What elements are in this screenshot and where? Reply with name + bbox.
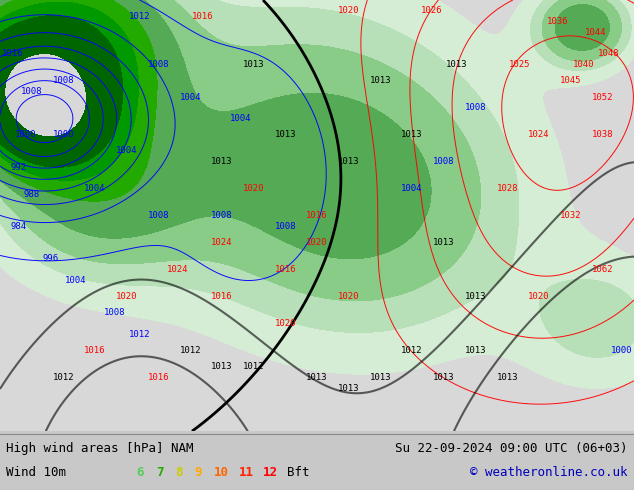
Text: 1016: 1016 [2, 49, 23, 58]
Text: Wind 10m: Wind 10m [6, 466, 67, 479]
Text: 1020: 1020 [275, 319, 296, 328]
Text: 1004: 1004 [179, 93, 201, 101]
Text: 1020: 1020 [306, 238, 328, 247]
Text: 6: 6 [136, 466, 144, 479]
Text: 988: 988 [23, 190, 40, 198]
Text: 1004: 1004 [230, 114, 252, 123]
Text: 1020: 1020 [528, 292, 550, 301]
Text: 1004: 1004 [84, 184, 106, 193]
Text: 1013: 1013 [370, 373, 391, 382]
Text: 1020: 1020 [116, 292, 138, 301]
Text: 1024: 1024 [167, 265, 188, 274]
Text: 1013: 1013 [306, 373, 328, 382]
Text: 1013: 1013 [275, 130, 296, 139]
Text: 1048: 1048 [598, 49, 619, 58]
Text: 1013: 1013 [433, 373, 455, 382]
Text: 1013: 1013 [465, 346, 486, 355]
Text: 1008: 1008 [433, 157, 455, 166]
Text: 11: 11 [239, 466, 254, 479]
Text: 1062: 1062 [592, 265, 613, 274]
Text: 992: 992 [11, 163, 27, 172]
Text: 1052: 1052 [592, 93, 613, 101]
Text: © weatheronline.co.uk: © weatheronline.co.uk [470, 466, 628, 479]
Text: 8: 8 [176, 466, 183, 479]
Text: 1038: 1038 [592, 130, 613, 139]
Text: 1016: 1016 [211, 292, 233, 301]
Text: 1044: 1044 [585, 28, 607, 37]
Text: 1000: 1000 [15, 130, 36, 139]
Text: 1024: 1024 [211, 238, 233, 247]
Text: 1000: 1000 [611, 346, 632, 355]
Text: 1013: 1013 [401, 130, 423, 139]
Text: 1013: 1013 [338, 157, 359, 166]
Text: 1020: 1020 [338, 6, 359, 15]
Text: 1013: 1013 [433, 238, 455, 247]
Text: 1020: 1020 [243, 184, 264, 193]
Text: 1013: 1013 [370, 76, 391, 85]
Text: Su 22-09-2024 09:00 UTC (06+03): Su 22-09-2024 09:00 UTC (06+03) [395, 442, 628, 455]
Text: 1004: 1004 [65, 276, 87, 285]
Text: 1004: 1004 [401, 184, 423, 193]
Text: 1012: 1012 [179, 346, 201, 355]
Text: 1008: 1008 [211, 211, 233, 220]
Text: 9: 9 [195, 466, 202, 479]
Text: 1032: 1032 [560, 211, 581, 220]
Text: 1045: 1045 [560, 76, 581, 85]
Text: 1012: 1012 [129, 12, 150, 21]
Text: 1013: 1013 [496, 373, 518, 382]
Text: 1036: 1036 [547, 17, 569, 26]
Text: 1008: 1008 [148, 211, 169, 220]
Text: 1016: 1016 [148, 373, 169, 382]
Text: 1012: 1012 [243, 362, 264, 371]
Text: 1025: 1025 [509, 60, 531, 69]
Text: 1008: 1008 [103, 308, 125, 317]
Text: 1016: 1016 [306, 211, 328, 220]
Text: 1013: 1013 [465, 292, 486, 301]
Text: Bft: Bft [287, 466, 309, 479]
Text: 1012: 1012 [401, 346, 423, 355]
Text: 1024: 1024 [528, 130, 550, 139]
Text: 1013: 1013 [338, 384, 359, 392]
Text: 1004: 1004 [116, 147, 138, 155]
Text: 1026: 1026 [420, 6, 442, 15]
Text: 984: 984 [11, 222, 27, 231]
Text: 996: 996 [42, 254, 59, 263]
Text: 1013: 1013 [211, 362, 233, 371]
Text: 10: 10 [214, 466, 229, 479]
Text: 1040: 1040 [573, 60, 594, 69]
Text: 1008: 1008 [465, 103, 486, 112]
Text: 1008: 1008 [21, 87, 42, 96]
Text: 1016: 1016 [84, 346, 106, 355]
Text: 1000: 1000 [53, 130, 74, 139]
Text: 1013: 1013 [243, 60, 264, 69]
Text: 1016: 1016 [275, 265, 296, 274]
Text: 1028: 1028 [496, 184, 518, 193]
Text: 1020: 1020 [338, 292, 359, 301]
Text: High wind areas [hPa] NAM: High wind areas [hPa] NAM [6, 442, 194, 455]
Text: 1008: 1008 [53, 76, 74, 85]
Text: 1012: 1012 [53, 373, 74, 382]
Text: 1008: 1008 [148, 60, 169, 69]
Text: 1013: 1013 [446, 60, 467, 69]
Text: 1013: 1013 [211, 157, 233, 166]
Text: 1012: 1012 [129, 330, 150, 339]
Text: 1008: 1008 [275, 222, 296, 231]
Text: 1016: 1016 [192, 12, 214, 21]
Text: 12: 12 [263, 466, 278, 479]
Text: 7: 7 [157, 466, 164, 479]
